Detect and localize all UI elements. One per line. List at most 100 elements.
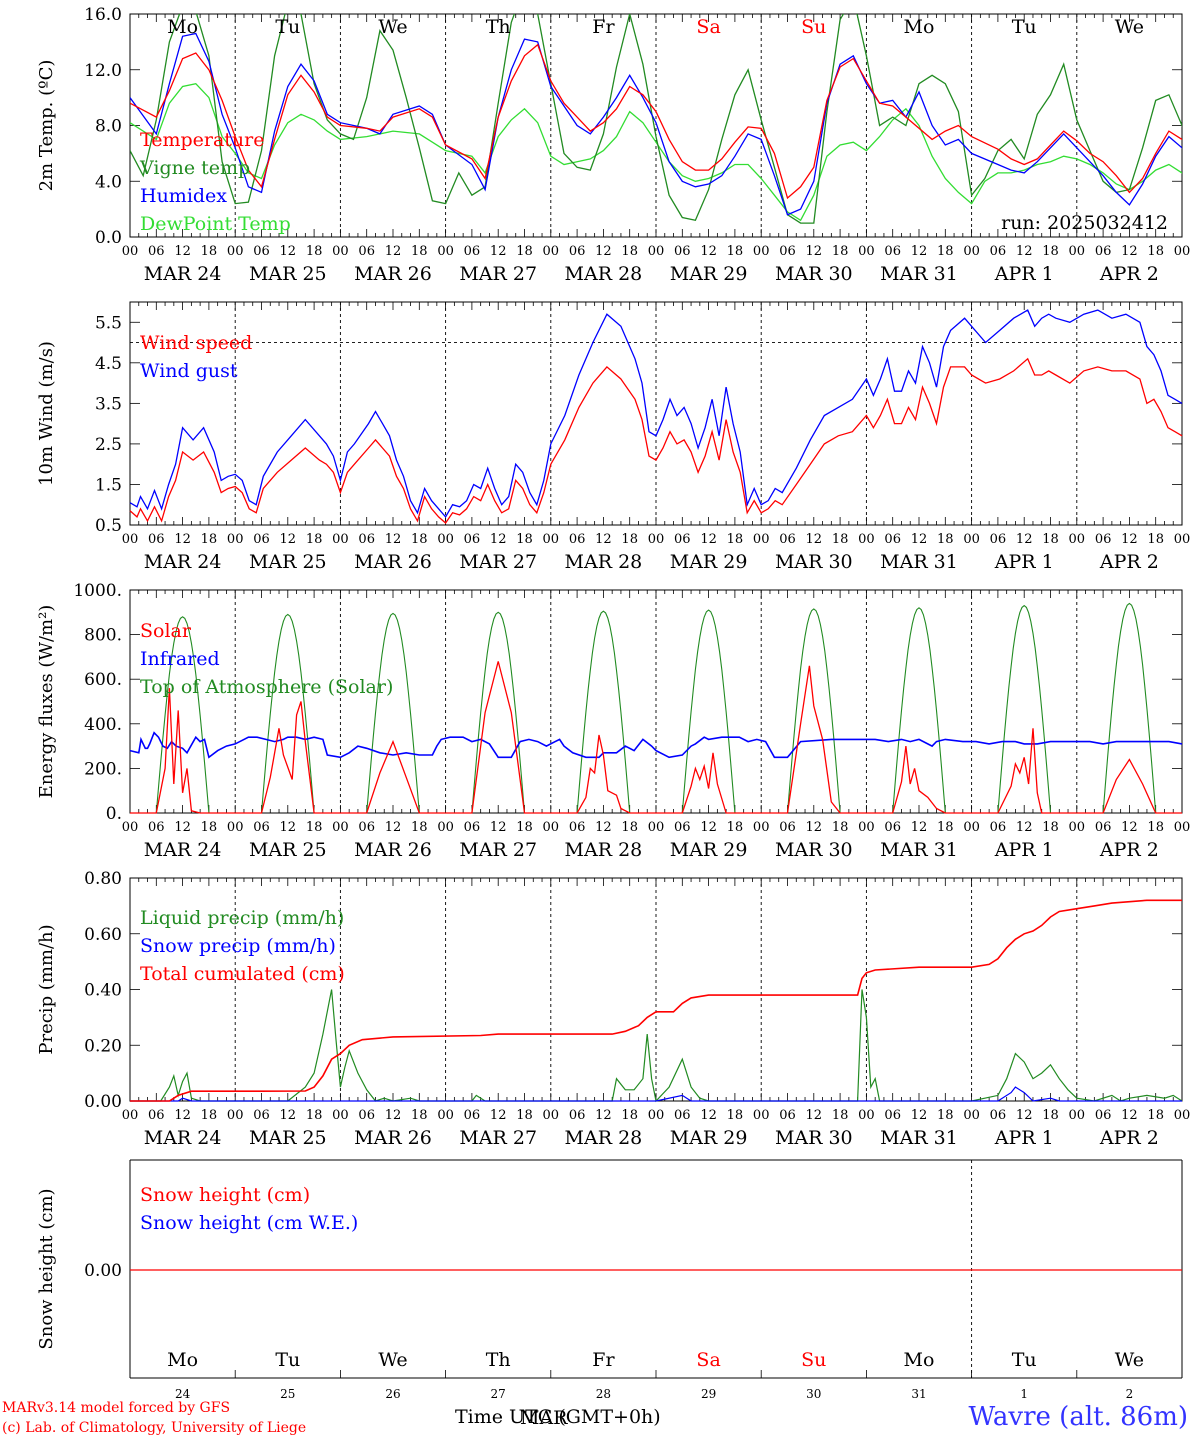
legend-entry: Infrared <box>140 648 220 670</box>
day-name-label: Th <box>486 1349 511 1371</box>
hour-tick-label: 00 <box>1069 820 1086 835</box>
hour-tick-label: 12 <box>595 532 612 547</box>
hour-tick-label: 00 <box>1174 1108 1191 1123</box>
y-axis-label: Snow height (cm) <box>36 1188 57 1349</box>
series-line-temperature <box>130 43 1182 200</box>
day-name-label: Tu <box>275 1349 300 1371</box>
hour-tick-label: 00 <box>963 244 980 259</box>
hour-tick-label: 06 <box>1095 244 1112 259</box>
hour-tick-label: 00 <box>332 244 349 259</box>
toa-solar-arc <box>235 613 341 814</box>
panel-frame <box>129 301 1183 526</box>
series-line-wind-speed <box>129 357 1183 524</box>
hour-tick-label: 00 <box>227 244 244 259</box>
hour-tick-label: 06 <box>148 820 165 835</box>
hour-tick-label: 12 <box>595 1108 612 1123</box>
hour-tick-label: 12 <box>280 532 297 547</box>
hour-tick-label: 12 <box>280 820 297 835</box>
hour-tick-label: 06 <box>253 532 270 547</box>
hour-tick-label: 18 <box>937 244 954 259</box>
hour-tick-label: 06 <box>253 820 270 835</box>
hour-tick-label: 18 <box>201 244 218 259</box>
hour-tick-label: 12 <box>490 1108 507 1123</box>
lab-credit: (c) Lab. of Climatology, University of L… <box>2 1420 307 1436</box>
hour-tick-label: 06 <box>464 820 481 835</box>
hour-tick-label: 00 <box>543 820 560 835</box>
day-name-label: Mo <box>904 1349 935 1371</box>
series-line-solar <box>866 746 972 814</box>
hour-tick-label: 06 <box>884 244 901 259</box>
hour-tick-label: 12 <box>806 820 823 835</box>
hour-tick-label: 06 <box>779 532 796 547</box>
y-axis-label: Precip (mm/h) <box>36 924 57 1054</box>
legend-entry: Total cumulated (cm) <box>140 963 345 985</box>
hour-tick-label: 18 <box>621 820 638 835</box>
hour-tick-label: 00 <box>963 1108 980 1123</box>
day-name-label: Fr <box>592 1349 615 1371</box>
hour-tick-label: 18 <box>1042 820 1059 835</box>
hour-tick-label: 12 <box>806 244 823 259</box>
x-axis-title-text: Time UTC (GMT+0h) <box>455 1406 661 1428</box>
toa-solar-arc <box>550 610 656 814</box>
series-line-solar <box>761 665 867 814</box>
hour-tick-label: 00 <box>1069 244 1086 259</box>
hour-tick-label: 12 <box>490 820 507 835</box>
hour-tick-label: 12 <box>911 244 928 259</box>
hour-tick-label: 18 <box>727 1108 744 1123</box>
series-line-solar <box>550 734 656 814</box>
hour-tick-label: 00 <box>122 532 139 547</box>
location-title: Wavre (alt. 86m) <box>968 1402 1188 1432</box>
panel-1: 00 06 12 18 00 06 12 18 00 06 12 18 00 06 12 18 00 06 12 18… <box>36 5 1190 285</box>
hour-tick-label: 00 <box>648 532 665 547</box>
hour-tick-label: 00 <box>1069 1108 1086 1123</box>
hour-tick-label: 06 <box>358 820 375 835</box>
legend-entry: Humidex <box>140 185 227 207</box>
hour-tick-label: 18 <box>516 532 533 547</box>
hour-tick-label: 00 <box>227 532 244 547</box>
legend-entry: Temperature <box>140 129 264 151</box>
toa-solar-arc <box>130 616 236 814</box>
hour-tick-label: 18 <box>411 532 428 547</box>
day-name-label: Sa <box>696 1349 720 1371</box>
date-label: APR 1 <box>994 839 1054 861</box>
legend-entry: DewPoint Temp <box>140 213 291 235</box>
hour-tick-label: 18 <box>727 244 744 259</box>
toa-solar-arc <box>971 604 1077 814</box>
series-line-snow-precip-mm-h- <box>130 1086 1182 1102</box>
temp-series-group <box>130 14 1182 224</box>
series-line-humidex <box>130 32 1182 216</box>
series-line-solar <box>656 752 762 814</box>
hour-tick-label: 00 <box>858 244 875 259</box>
hour-tick-label: 18 <box>727 532 744 547</box>
hour-tick-label: 12 <box>1121 1108 1138 1123</box>
hour-tick-label: 18 <box>411 1108 428 1123</box>
hour-tick-label: 12 <box>174 532 191 547</box>
hour-tick-label: 18 <box>832 244 849 259</box>
hour-tick-label: 00 <box>543 1108 560 1123</box>
hour-tick-label: 06 <box>884 532 901 547</box>
y-tick-label: 0.00 <box>84 1092 122 1112</box>
hour-tick-label: 18 <box>201 820 218 835</box>
date-label: MAR 27 <box>459 551 537 573</box>
series-line-solar <box>1076 758 1182 814</box>
date-label: MAR 27 <box>459 839 537 861</box>
date-label: MAR 30 <box>775 839 853 861</box>
date-label: MAR 24 <box>144 839 222 861</box>
hour-tick-label: 06 <box>884 1108 901 1123</box>
hour-tick-label: 00 <box>648 244 665 259</box>
day-number-label: 29 <box>701 1387 716 1401</box>
hour-tick-label: 12 <box>174 244 191 259</box>
day-number-label: 31 <box>911 1387 926 1401</box>
hour-tick-label: 12 <box>1016 244 1033 259</box>
hour-tick-label: 18 <box>727 820 744 835</box>
hour-tick-label: 06 <box>253 244 270 259</box>
hour-tick-label: 00 <box>332 1108 349 1123</box>
hour-tick-label: 00 <box>648 1108 665 1123</box>
date-label: MAR 28 <box>565 839 643 861</box>
hour-tick-label: 00 <box>227 1108 244 1123</box>
hour-tick-label: 00 <box>963 820 980 835</box>
day-number-label: 30 <box>806 1387 821 1401</box>
legend-entry: Liquid precip (mm/h) <box>140 907 344 929</box>
y-tick-label: 0.0 <box>95 228 122 248</box>
date-label: MAR 29 <box>670 263 748 285</box>
